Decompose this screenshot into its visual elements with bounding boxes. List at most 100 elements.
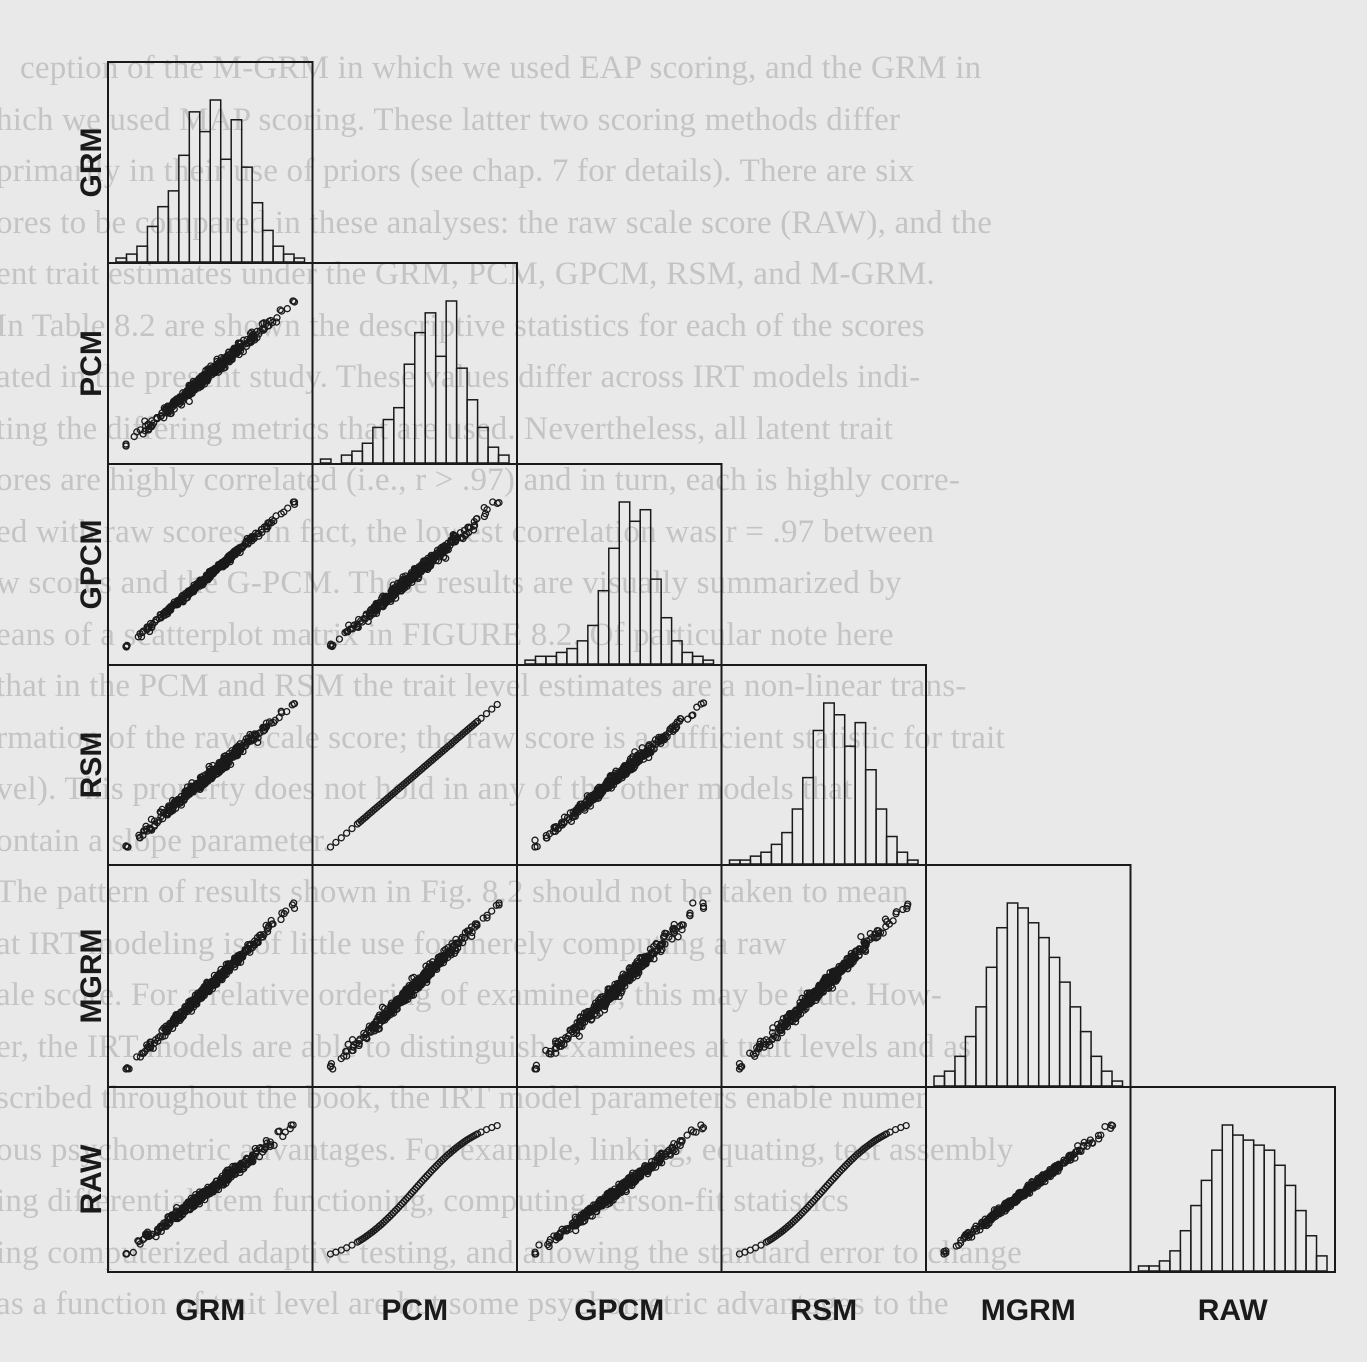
scatter-point [488,705,496,713]
scatter-point [337,834,345,842]
histogram-bar-pcm [403,363,416,464]
background-text-line: that in the PCM and RSM the trait level … [0,668,967,704]
histogram-bar-grm [240,166,253,263]
scatter-point [193,581,201,590]
scatter-point [151,618,159,626]
scatter-point [237,340,245,348]
background-text-line: In Table 8.2 are shown the descriptive s… [0,307,925,344]
scatter-point [396,578,404,587]
scatter-point [196,785,204,794]
scatter-point [212,770,220,779]
scatter-point [169,601,177,610]
histogram-bar-grm [209,99,222,263]
scatter-point [177,597,185,605]
y-axis-label-raw: RAW [75,1144,108,1215]
histogram-bar-mgrm [1111,1080,1124,1087]
scatter-point [531,836,539,844]
histogram-bar-gpcm [628,520,641,665]
background-text-line: vel). This property does not hold in any… [0,771,853,807]
scatter-point [236,740,244,748]
background-text-line: rmation of the raw scale score; the raw … [0,719,1005,756]
background-text-line: primarily in their use of priors (see ch… [0,153,915,189]
scatter-point [225,755,234,763]
histogram-bar-pcm [487,446,500,464]
histogram-bar-raw [1232,1134,1244,1272]
background-text-line: ores are highly correlated (i.e., r > .9… [0,462,961,498]
scatter-point [348,625,356,633]
scatter-point [689,899,697,907]
scatter-point [161,607,170,615]
scatter-point [195,375,203,384]
scatter-point [371,603,380,612]
scatter-point [144,421,152,429]
scatter-point [217,365,225,373]
histogram-bar-pcm [361,442,374,464]
histogram-bar-pcm [476,426,489,464]
scatter-point [277,510,285,518]
scatter-point [229,352,237,361]
histogram-bar-mgrm [1090,1055,1103,1087]
scatter-point [332,838,340,847]
scatter-point [262,319,271,328]
histogram-bar-mgrm [954,1055,967,1087]
scatter-point [211,369,219,377]
scatter-point [423,558,432,566]
scatter-panel-grm-raw [122,1121,297,1258]
histogram-bar-gpcm [587,624,600,665]
x-axis-label-rsm: RSM [790,1294,857,1327]
histogram-bar-raw [1158,1260,1171,1272]
histogram-bar-grm [282,253,295,263]
scatter-point [199,776,207,784]
histogram-bar-gpcm [618,501,631,665]
scatter-point [167,401,175,409]
scatter-point [194,382,202,390]
scatter-point [277,707,285,715]
scatter-point [252,732,260,740]
scatter-point [136,834,144,842]
histogram-bar-raw [1200,1179,1213,1272]
histogram-bar-raw [1137,1265,1150,1272]
histogram-bar-rsm [896,851,909,865]
scatter-point [145,627,154,636]
scatter-panel-gpcm-rsm [531,699,708,851]
histogram-bar-mgrm [985,966,998,1087]
scatter-point [493,700,501,709]
histogram-bar-grm [167,190,180,263]
histogram-bar-raw [1190,1204,1203,1272]
scatter-point [237,742,246,750]
histogram-bar-grm [178,154,191,263]
histogram-bar-rsm [823,702,835,865]
scatter-point [246,334,255,342]
scatter-point [150,817,159,825]
scatter-point [273,314,281,322]
scatter-panel-mgrm-raw [940,1121,1117,1258]
histogram-bar-grm [199,130,211,263]
scatter-point [480,503,488,512]
scatter-panel-rsm-raw [735,1121,910,1258]
histogram-bar-gpcm [566,647,579,665]
scatter-point [326,843,335,851]
histogram-bar-rsm [843,745,856,865]
histogram-bar-pcm [372,426,385,464]
histogram-bar-raw [1294,1209,1307,1272]
scatter-point [290,700,298,708]
scatter-point [284,504,292,512]
histogram-bar-gpcm [649,578,662,665]
background-text-line: hich we used MAP scoring. These latter t… [0,101,901,138]
scatter-point [161,405,170,413]
scatter-point [470,517,478,526]
scatter-point [289,297,297,305]
histogram-bar-rsm [885,835,898,865]
histogram-bar-mgrm [1017,907,1029,1087]
histogram-bar-pcm [382,418,395,464]
histogram-bar-raw [1221,1124,1234,1272]
scatter-point [222,352,230,361]
scatter-point [129,1248,137,1257]
histogram-bar-pcm [424,312,437,464]
histogram-bar-grm [219,158,232,263]
histogram-bar-rsm [739,859,752,865]
histogram-bar-grm [261,229,274,263]
histogram-bar-pcm [351,450,364,464]
histogram-bar-mgrm [1027,922,1040,1087]
histogram-bar-raw [1263,1149,1276,1272]
